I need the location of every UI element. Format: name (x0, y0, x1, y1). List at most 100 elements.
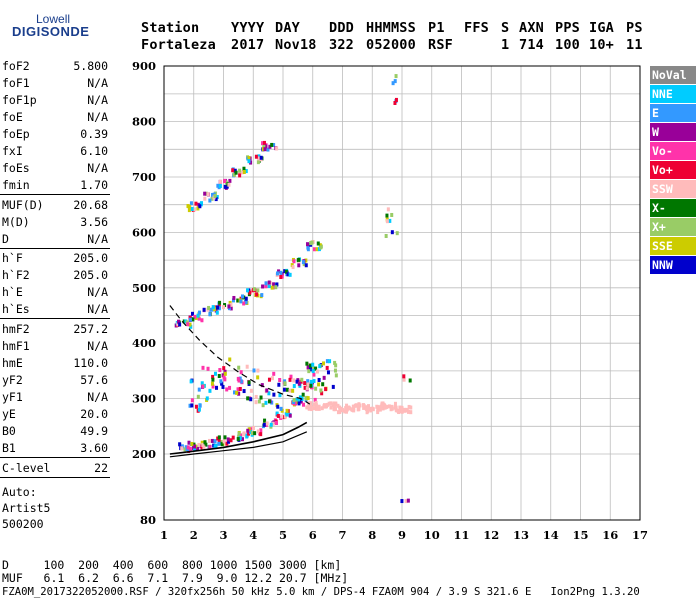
param-divider (0, 457, 110, 458)
echo-point (198, 403, 202, 408)
val-pps: 100 (555, 37, 580, 53)
echo-point (267, 280, 271, 285)
echo-point (352, 406, 356, 411)
echo-point (244, 296, 248, 301)
echo-point (320, 406, 324, 411)
param-divider (0, 477, 110, 478)
echo-point (288, 388, 292, 393)
echo-point (291, 265, 295, 270)
echo-point (394, 74, 398, 79)
echo-point (256, 375, 260, 380)
echo-point (391, 81, 395, 86)
legend-e: E (650, 104, 696, 122)
echo-point (213, 193, 217, 198)
val-p1: RSF (428, 37, 453, 53)
echo-point (322, 361, 326, 366)
echo-point (271, 421, 275, 426)
echo-point (288, 272, 292, 277)
echo-point (263, 147, 267, 152)
echo-point (265, 421, 269, 426)
echo-point (194, 201, 198, 206)
echo-point (197, 407, 201, 412)
hdr-iga: IGA (589, 20, 614, 36)
echo-point (196, 394, 200, 399)
echo-point (275, 282, 279, 287)
echo-point (361, 403, 365, 408)
echo-point (247, 159, 251, 164)
echo-point (325, 365, 329, 370)
distance-row: D 100 200 400 600 800 1000 1500 3000 [km… (2, 558, 342, 572)
echo-point (227, 304, 231, 309)
echo-point (200, 445, 204, 450)
param-row: M(D) 3.56 (2, 215, 108, 229)
echo-point (225, 387, 229, 392)
echo-point (354, 403, 358, 408)
echo-point (292, 384, 296, 389)
echo-point (267, 377, 271, 382)
echo-point (266, 147, 270, 152)
echo-point (246, 288, 250, 293)
echo-point (274, 421, 278, 426)
file-info: FZA0M_2017322052000.RSF / 320fx256h 50 k… (2, 586, 640, 598)
hdr-ps: PS (626, 20, 643, 36)
echo-point (308, 401, 312, 406)
echo-point (237, 431, 241, 436)
echo-point (238, 436, 242, 441)
echo-point (306, 242, 310, 247)
x-tick-label: 2 (190, 528, 198, 542)
echo-point (329, 405, 333, 410)
echo-point (291, 388, 295, 393)
y-tick-label: 80 (140, 513, 156, 527)
echo-point (407, 404, 411, 409)
echo-point (241, 437, 245, 442)
echo-point (334, 373, 338, 378)
val-day: Nov18 (275, 37, 317, 53)
echo-point (388, 218, 392, 223)
echo-point (282, 387, 286, 392)
echo-point (218, 183, 222, 188)
echo-point (239, 299, 243, 304)
echo-point (226, 437, 230, 442)
curves (169, 305, 311, 458)
echo-point (174, 323, 178, 328)
x-tick-label: 12 (483, 528, 499, 542)
echo-point (409, 405, 413, 410)
x-tick-label: 17 (632, 528, 648, 542)
echo-point (224, 180, 228, 185)
echo-point (267, 391, 271, 396)
echo-point (208, 307, 212, 312)
echo-point (244, 169, 248, 174)
echo-point (227, 439, 231, 444)
param-row: foEs N/A (2, 161, 108, 175)
param-row: h`F 205.0 (2, 251, 108, 265)
echo-point (211, 374, 215, 379)
echo-point (400, 409, 404, 414)
echo-point (314, 366, 318, 371)
echo-point (214, 308, 218, 313)
echo-point (292, 378, 296, 383)
echo-point (292, 259, 296, 264)
echo-point (219, 379, 223, 384)
echo-point (314, 406, 318, 411)
echo-point (196, 313, 200, 318)
echo-point (362, 405, 366, 410)
echo-point (259, 395, 263, 400)
echo-point (250, 288, 254, 293)
echo-point (284, 269, 288, 274)
x-tick-label: 13 (513, 528, 529, 542)
echo-point (215, 310, 219, 315)
echo-point (176, 322, 180, 327)
echo-point (384, 233, 388, 238)
x-tick-label: 11 (453, 528, 469, 542)
echo-point (404, 407, 408, 412)
echo-point (218, 179, 222, 184)
echo-point (334, 402, 338, 407)
echo-point (213, 444, 217, 449)
echo-point (216, 305, 220, 310)
y-tick-label: 300 (132, 392, 156, 406)
echo-point (279, 270, 283, 275)
echo-point (221, 373, 225, 378)
echo-point (260, 293, 264, 298)
echo-point (262, 144, 266, 149)
echo-point (208, 445, 212, 450)
